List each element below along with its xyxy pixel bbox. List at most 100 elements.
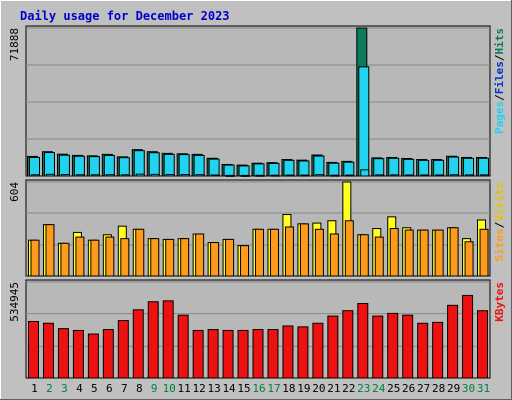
day-tick-label: 15 bbox=[237, 382, 250, 395]
kbytes-bar bbox=[72, 329, 84, 379]
sites-bar bbox=[434, 229, 444, 277]
kbytes-bar bbox=[42, 322, 54, 379]
day-labels: 1 2 3 4 5 6 7 8 9 10 11 12 13 14 15 16 17 18 19 20 21 22 23 24 2… bbox=[31, 382, 490, 395]
files-bar bbox=[403, 158, 415, 177]
pages-bar bbox=[210, 174, 220, 177]
kbytes-bar bbox=[147, 301, 159, 379]
kbytes-bar bbox=[477, 310, 489, 379]
day-tick-label: 25 bbox=[387, 382, 400, 395]
files-bar bbox=[313, 155, 325, 177]
kbytes-bar bbox=[177, 314, 189, 379]
pages-bar bbox=[45, 173, 55, 177]
day-tick-label: 4 bbox=[76, 382, 83, 395]
files-bar bbox=[478, 157, 490, 177]
files-bar bbox=[88, 156, 100, 177]
day-tick-label: 23 bbox=[357, 382, 370, 395]
pages-bar bbox=[165, 174, 175, 177]
sites-bar bbox=[150, 238, 160, 277]
day-tick-label: 2 bbox=[46, 382, 53, 395]
kbytes-bar bbox=[102, 329, 114, 379]
sites-bar bbox=[255, 228, 265, 277]
files-bar bbox=[448, 156, 460, 177]
sites-bar bbox=[195, 233, 205, 277]
day-tick-label: 9 bbox=[151, 382, 158, 395]
axis-label-part: / bbox=[493, 94, 506, 101]
pages-bar bbox=[270, 174, 280, 177]
files-bar bbox=[463, 157, 475, 177]
kbytes-bar bbox=[87, 333, 99, 379]
pages-bar bbox=[120, 174, 130, 177]
kbytes-bar bbox=[28, 320, 39, 379]
files-bar bbox=[238, 165, 250, 177]
day-tick-label: 18 bbox=[282, 382, 295, 395]
sites-bar bbox=[329, 233, 339, 277]
day-tick-label: 26 bbox=[402, 382, 415, 395]
sites-bar bbox=[135, 228, 145, 277]
pages-bar bbox=[90, 174, 100, 177]
kbytes-bar bbox=[282, 325, 294, 379]
pages-bar bbox=[300, 174, 310, 177]
sites-bar bbox=[314, 228, 324, 277]
kbytes-bar bbox=[297, 326, 309, 379]
kbytes-bar bbox=[162, 300, 174, 379]
files-bar bbox=[29, 156, 40, 177]
sites-bar bbox=[210, 242, 220, 277]
day-tick-label: 30 bbox=[462, 382, 475, 395]
axis-label-part: KBytes bbox=[493, 282, 506, 322]
day-tick-label: 8 bbox=[136, 382, 143, 395]
sites-bar bbox=[269, 228, 279, 277]
pages-bar bbox=[75, 174, 85, 177]
pages-bar bbox=[345, 174, 355, 177]
kbytes-bar bbox=[342, 310, 354, 379]
files-bar bbox=[253, 163, 265, 177]
pages-bar bbox=[195, 174, 205, 177]
sites-bar bbox=[225, 238, 235, 277]
day-tick-label: 3 bbox=[61, 382, 68, 395]
pages-bar bbox=[435, 174, 445, 177]
kbytes-bar bbox=[57, 328, 69, 379]
pages-bar bbox=[480, 174, 490, 177]
pages-bar bbox=[420, 174, 430, 177]
day-tick-label: 11 bbox=[178, 382, 191, 395]
day-tick-label: 1 bbox=[31, 382, 38, 395]
pages-bar bbox=[330, 174, 340, 177]
files-bar bbox=[193, 154, 205, 177]
kbytes-bar bbox=[417, 322, 429, 379]
files-bar bbox=[433, 159, 445, 177]
axis-label-part: / bbox=[493, 54, 506, 61]
sites-bar bbox=[344, 220, 354, 277]
files-bar bbox=[178, 154, 190, 177]
day-tick-label: 28 bbox=[432, 382, 445, 395]
day-tick-label: 12 bbox=[193, 382, 206, 395]
kbytes-bar bbox=[312, 322, 324, 379]
plot-area bbox=[25, 25, 491, 177]
day-tick-label: 6 bbox=[106, 382, 113, 395]
day-tick-label: 7 bbox=[121, 382, 128, 395]
files-bar bbox=[358, 66, 370, 177]
y-max-label: 71888 bbox=[8, 28, 21, 61]
files-bar bbox=[343, 161, 355, 177]
sites-bar bbox=[75, 236, 85, 277]
pages-bar bbox=[60, 174, 70, 177]
kbytes-bar bbox=[327, 315, 339, 379]
files-bar bbox=[373, 158, 385, 177]
sites-bar bbox=[299, 223, 309, 277]
axis-label-part: Sites bbox=[493, 228, 506, 261]
pages-bar bbox=[105, 174, 115, 177]
axis-label-part: Visits bbox=[493, 182, 506, 222]
sites-bar bbox=[419, 229, 429, 277]
pages-bar bbox=[360, 169, 370, 177]
pages-bar bbox=[225, 174, 235, 177]
kbytes-panel: 534945 KBytes bbox=[8, 279, 506, 379]
pages-bar bbox=[135, 173, 145, 177]
y-max-label: 534945 bbox=[8, 282, 21, 322]
pages-bar bbox=[255, 174, 265, 177]
pages-bar bbox=[180, 174, 190, 177]
sites-bar bbox=[389, 228, 399, 277]
day-tick-label: 27 bbox=[417, 382, 430, 395]
kbytes-bar bbox=[387, 312, 399, 379]
files-bar bbox=[43, 152, 55, 177]
day-tick-label: 5 bbox=[91, 382, 98, 395]
sites-bar bbox=[120, 238, 130, 277]
